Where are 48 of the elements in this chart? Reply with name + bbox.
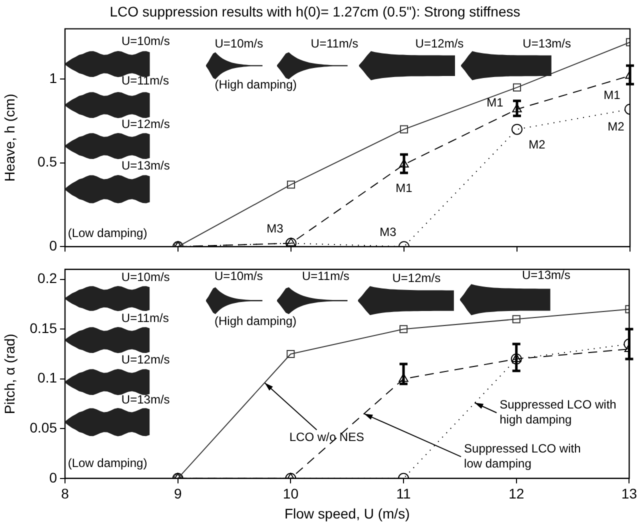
annotation: LCO w/o NES bbox=[289, 430, 364, 444]
annotation: Suppressed LCO with low damping bbox=[464, 442, 581, 471]
annotation: M1 bbox=[486, 96, 504, 110]
annotation: U=10m/s bbox=[214, 36, 264, 50]
annotation: U=10m/s bbox=[121, 270, 170, 284]
y-axis-title: Heave, h (cm) bbox=[1, 94, 18, 182]
annotation: M2 bbox=[608, 120, 625, 134]
annotation: U=12m/s bbox=[121, 352, 170, 367]
x-tick-label: 8 bbox=[61, 486, 70, 502]
y-tick-label: 0 bbox=[49, 237, 58, 254]
annotation: U=12m/s bbox=[122, 116, 170, 131]
y-tick-label: 0.15 bbox=[30, 320, 58, 336]
x-tick-label: 9 bbox=[174, 486, 182, 502]
annotation: (Low damping) bbox=[68, 226, 148, 240]
annotation: U=13m/s bbox=[121, 392, 170, 406]
annotation: U=12m/s bbox=[415, 36, 464, 50]
y-tick-label: 0.05 bbox=[30, 419, 58, 436]
y-tick-label: 0.5 bbox=[38, 154, 58, 170]
annotation: U=10m/s bbox=[122, 34, 170, 48]
annotation: U=11m/s bbox=[302, 269, 350, 284]
y-tick-label: 1 bbox=[49, 70, 58, 86]
y-axis-title: Pitch, α (rad) bbox=[1, 334, 18, 414]
y-tick-label: 0.1 bbox=[38, 370, 58, 386]
x-tick-label: 13 bbox=[621, 486, 638, 502]
annotation: M1 bbox=[604, 88, 621, 102]
annotation: U=11m/s bbox=[122, 73, 169, 88]
annotation: Suppressed LCO with high damping bbox=[500, 398, 616, 427]
annotation: M2 bbox=[528, 138, 546, 152]
annotation: U=11m/s bbox=[121, 310, 169, 325]
x-tick-label: 12 bbox=[508, 486, 524, 502]
annotation: U=13m/s bbox=[522, 268, 570, 282]
annotation: U=12m/s bbox=[392, 271, 441, 286]
annotation: M3 bbox=[266, 222, 284, 236]
chart-title: LCO suppression results with h(0)= 1.27cm (0.5"): Strong stiffness bbox=[110, 3, 520, 20]
annotation: (Low damping) bbox=[68, 456, 148, 470]
x-tick-label: 11 bbox=[396, 486, 411, 502]
annotation: U=11m/s bbox=[310, 36, 358, 50]
annotation: U=13m/s bbox=[122, 158, 170, 172]
annotation: (High damping) bbox=[214, 314, 297, 328]
x-axis-title: Flow speed, U (m/s) bbox=[284, 505, 410, 522]
annotation: M1 bbox=[396, 180, 413, 195]
x-tick-label: 10 bbox=[282, 486, 299, 502]
y-tick-label: 0.2 bbox=[38, 270, 58, 286]
annotation: (High damping) bbox=[214, 78, 297, 92]
annotation: U=13m/s bbox=[522, 36, 572, 50]
y-tick-label: 0 bbox=[49, 469, 58, 486]
annotation: M3 bbox=[380, 224, 397, 239]
annotation: U=10m/s bbox=[214, 269, 263, 284]
